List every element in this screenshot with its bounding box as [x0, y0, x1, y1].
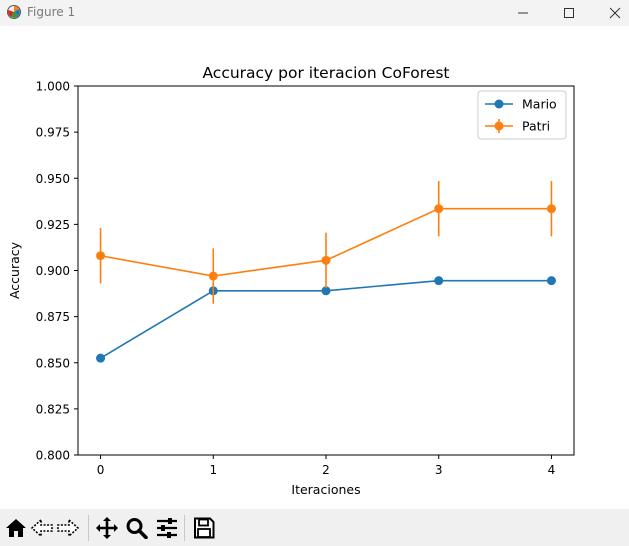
legend-patri-marker	[494, 121, 504, 131]
matplotlib-logo-icon	[7, 5, 21, 19]
x-tick-label: 0	[97, 463, 105, 477]
patri-data-point	[434, 204, 444, 214]
close-icon	[609, 7, 621, 19]
y-tick-label: 0.900	[36, 264, 70, 278]
y-tick-label: 0.850	[36, 356, 70, 370]
configure-subplots-icon[interactable]	[155, 517, 179, 539]
home-icon[interactable]	[4, 517, 28, 539]
mario-data-point	[96, 353, 106, 363]
y-tick-label: 0.950	[36, 172, 70, 186]
zoom-icon[interactable]	[125, 517, 149, 539]
patri-data-point	[96, 251, 106, 261]
legend-mario-label: Mario	[522, 97, 557, 112]
y-axis-label: Accuracy	[7, 241, 22, 299]
y-tick-label: 1.000	[36, 80, 70, 94]
mario-data-point	[546, 276, 556, 286]
patri-data-point	[208, 271, 218, 281]
minimize-icon	[518, 12, 528, 14]
title-bar: Figure 1	[0, 0, 629, 26]
figure-canvas[interactable]: Accuracy por iteracion CoForest 0 1 2 3 4 0.80…	[0, 26, 629, 509]
toolbar-separator	[184, 515, 185, 541]
back-icon[interactable]	[30, 517, 54, 539]
legend-mario-marker	[494, 99, 504, 109]
save-icon[interactable]	[192, 517, 216, 539]
patri-data-point	[546, 204, 556, 214]
patri-data-point	[321, 255, 331, 265]
toolbar-separator	[88, 515, 89, 541]
legend-patri-label: Patri	[522, 119, 550, 134]
x-tick-label: 3	[435, 463, 443, 477]
x-tick-label: 2	[322, 463, 330, 477]
chart-title: Accuracy por iteracion CoForest	[202, 64, 449, 82]
x-axis-label: Iteraciones	[291, 482, 360, 497]
pan-icon[interactable]	[95, 517, 119, 539]
y-tick-label: 0.875	[36, 310, 70, 324]
maximize-icon	[564, 8, 574, 18]
minimize-button[interactable]	[500, 0, 546, 26]
y-tick-label: 0.925	[36, 218, 70, 232]
y-tick-label: 0.800	[36, 449, 70, 463]
y-tick-label: 0.975	[36, 126, 70, 140]
mario-data-point	[321, 286, 331, 296]
navigation-toolbar	[0, 509, 629, 546]
maximize-button[interactable]	[546, 0, 592, 26]
mario-data-point	[434, 276, 444, 286]
y-tick-label: 0.825	[36, 402, 70, 416]
x-tick-label: 4	[548, 463, 556, 477]
window-title: Figure 1	[27, 5, 76, 19]
forward-icon[interactable]	[56, 517, 80, 539]
close-button[interactable]	[592, 0, 629, 26]
x-tick-label: 1	[209, 463, 217, 477]
chart: Accuracy por iteracion CoForest 0 1 2 3 4 0.80…	[7, 64, 575, 497]
